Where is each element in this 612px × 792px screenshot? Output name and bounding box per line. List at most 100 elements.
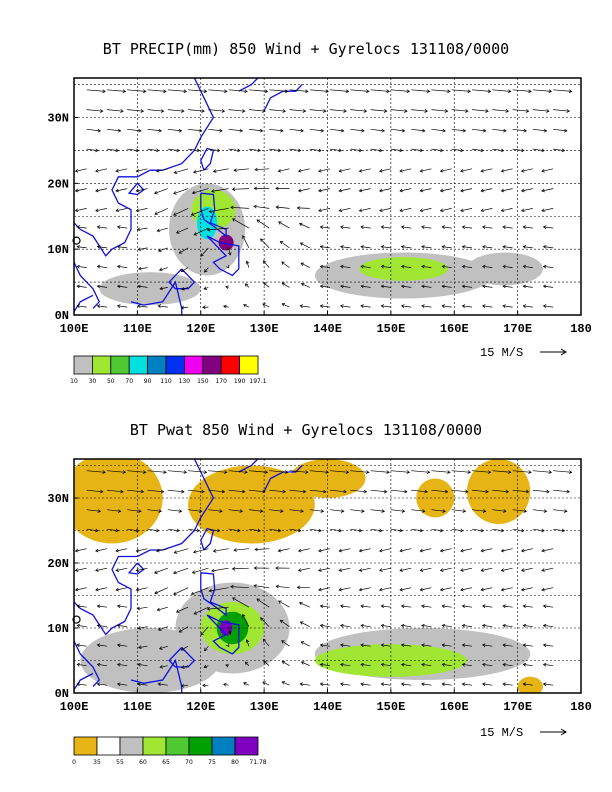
wind-vector	[541, 587, 554, 591]
wind-arrowhead	[96, 304, 101, 308]
wind-vector	[492, 128, 507, 132]
wind-vector	[512, 89, 532, 92]
wind-arrowhead	[74, 168, 79, 173]
wind-arrowhead	[223, 304, 227, 309]
wind-vector	[232, 218, 250, 229]
wind-vector	[440, 208, 452, 212]
wind-arrowhead	[227, 252, 232, 256]
wind-arrowhead	[99, 489, 104, 494]
wind-vector	[253, 585, 270, 589]
wind-vector	[298, 188, 310, 192]
coastline-1	[74, 78, 215, 257]
wind-vector	[482, 246, 493, 249]
wind-arrowhead	[243, 303, 247, 308]
wind-vector	[243, 304, 250, 308]
wind-arrowhead	[135, 188, 140, 193]
wind-vector	[462, 664, 473, 667]
wind-vector	[523, 246, 533, 249]
wind-vector	[460, 587, 473, 591]
wind-arrowhead	[116, 264, 121, 269]
wind-arrowhead	[447, 89, 451, 94]
colorbar-swatch	[220, 355, 240, 375]
wind-arrowhead	[380, 304, 385, 308]
wind-vector	[370, 128, 385, 132]
wind-vector	[193, 606, 209, 615]
wind-vector	[97, 644, 108, 647]
wind-arrowhead	[358, 528, 363, 533]
wind-arrowhead	[173, 212, 177, 216]
wind-vector	[521, 567, 533, 571]
wind-arrowhead	[319, 245, 324, 249]
wind-arrowhead	[399, 168, 403, 173]
wind-arrowhead	[522, 245, 527, 249]
wind-vector	[278, 221, 290, 229]
wind-vector	[188, 470, 207, 473]
wind-arrowhead	[216, 528, 221, 533]
coastline-2	[74, 589, 101, 687]
wind-vector	[256, 219, 270, 229]
wind-arrowhead	[318, 528, 322, 533]
wind-vector	[136, 208, 148, 212]
wind-vector	[117, 605, 128, 608]
wind-arrowhead	[299, 621, 304, 625]
wind-vector	[523, 226, 533, 229]
field-patch-2	[188, 465, 315, 544]
wind-vector	[492, 509, 507, 512]
wind-arrowhead	[460, 568, 464, 572]
wind-vector	[75, 208, 87, 212]
colorbar-swatch	[96, 736, 121, 756]
wind-vector	[289, 509, 304, 512]
colorbar: 10 30 50 70 90 110 130 150 170 190 197.1	[70, 355, 267, 385]
wind-arrowhead	[379, 548, 383, 553]
wind-vector	[462, 226, 473, 229]
wind-arrowhead	[360, 643, 364, 648]
wind-arrowhead	[523, 509, 527, 513]
wind-arrowhead	[325, 89, 329, 94]
wind-vector	[329, 109, 347, 112]
x-tick-label: 180	[570, 322, 592, 336]
wind-arrowhead	[400, 604, 405, 609]
wind-vector	[289, 470, 309, 473]
wind-vector	[211, 567, 229, 572]
wind-vector	[543, 683, 554, 686]
wind-arrowhead	[480, 188, 485, 193]
gyre-marker	[72, 236, 81, 245]
colorbar-swatch	[202, 355, 222, 375]
wind-vector	[350, 489, 367, 493]
wind-arrowhead	[262, 260, 267, 264]
wind-vector	[421, 305, 432, 308]
wind-vector	[360, 246, 371, 249]
reference-vector-head	[560, 348, 567, 356]
wind-vector	[482, 664, 493, 667]
wind-arrowhead	[541, 548, 545, 553]
wind-vector	[213, 168, 229, 172]
wind-arrowhead	[467, 89, 471, 94]
wind-arrowhead	[180, 647, 185, 651]
wind-arrowhead	[216, 148, 221, 153]
wind-vector	[181, 267, 189, 272]
wind-arrowhead	[115, 208, 120, 213]
wind-arrowhead	[219, 128, 223, 133]
wind-vector	[138, 267, 148, 270]
wind-arrowhead	[380, 682, 385, 687]
wind-vector	[193, 168, 209, 173]
wind-arrowhead	[115, 188, 120, 193]
wind-arrowhead	[522, 604, 527, 609]
wind-arrowhead	[444, 489, 449, 494]
wind-arrowhead	[522, 662, 527, 667]
wind-arrowhead	[340, 245, 344, 249]
wind-vector	[176, 227, 189, 234]
wind-arrowhead	[380, 264, 385, 269]
wind-vector	[191, 208, 209, 216]
wind-arrowhead	[379, 568, 383, 572]
wind-arrowhead	[404, 489, 408, 494]
wind-arrowhead	[323, 489, 327, 494]
wind-vector	[77, 664, 87, 667]
wind-arrowhead	[262, 638, 267, 643]
wind-vector	[86, 109, 103, 112]
wind-arrowhead	[318, 587, 322, 592]
wind-arrowhead	[211, 568, 215, 573]
wind-arrowhead	[358, 208, 363, 213]
wind-arrowhead	[176, 528, 180, 533]
wind-vector	[399, 188, 412, 192]
